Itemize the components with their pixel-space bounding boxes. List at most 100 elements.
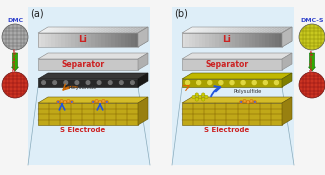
Polygon shape (239, 27, 252, 33)
Polygon shape (212, 33, 215, 47)
Polygon shape (68, 33, 71, 47)
Polygon shape (229, 27, 242, 33)
Polygon shape (38, 33, 41, 47)
Polygon shape (239, 33, 242, 47)
Polygon shape (245, 33, 249, 47)
Circle shape (250, 99, 253, 103)
Circle shape (219, 81, 223, 85)
Polygon shape (229, 33, 232, 47)
Polygon shape (189, 33, 192, 47)
Text: Li: Li (223, 36, 231, 44)
Polygon shape (78, 33, 81, 47)
Polygon shape (235, 33, 239, 47)
Polygon shape (98, 27, 111, 33)
Circle shape (243, 99, 246, 103)
Circle shape (57, 100, 60, 104)
Text: Separator: Separator (61, 60, 105, 69)
Polygon shape (199, 33, 202, 47)
Polygon shape (58, 27, 71, 33)
Polygon shape (202, 27, 215, 33)
Text: (b): (b) (174, 9, 188, 19)
Text: Separator: Separator (205, 60, 249, 69)
Circle shape (106, 101, 108, 103)
Polygon shape (225, 27, 239, 33)
Circle shape (102, 99, 105, 103)
Polygon shape (209, 27, 222, 33)
Polygon shape (95, 27, 108, 33)
Polygon shape (88, 27, 101, 33)
Polygon shape (105, 33, 108, 47)
Polygon shape (219, 27, 232, 33)
Circle shape (92, 101, 94, 103)
Polygon shape (262, 27, 275, 33)
Polygon shape (182, 33, 185, 47)
Polygon shape (88, 33, 91, 47)
Polygon shape (262, 33, 265, 47)
Circle shape (230, 81, 234, 85)
Circle shape (98, 100, 102, 104)
Polygon shape (222, 33, 225, 47)
Polygon shape (125, 33, 128, 47)
Polygon shape (205, 27, 219, 33)
Polygon shape (249, 27, 262, 33)
Circle shape (299, 24, 325, 50)
Circle shape (274, 81, 279, 85)
Polygon shape (115, 27, 128, 33)
Polygon shape (58, 33, 61, 47)
Circle shape (131, 81, 134, 84)
Polygon shape (189, 27, 202, 33)
Polygon shape (252, 33, 255, 47)
Polygon shape (182, 73, 292, 79)
Polygon shape (182, 103, 282, 125)
Polygon shape (121, 33, 125, 47)
Polygon shape (65, 33, 68, 47)
Polygon shape (279, 33, 282, 47)
Polygon shape (279, 27, 292, 33)
Polygon shape (48, 33, 51, 47)
Polygon shape (55, 27, 68, 33)
Polygon shape (125, 27, 138, 33)
Text: Li: Li (79, 36, 87, 44)
Polygon shape (252, 27, 265, 33)
Circle shape (58, 101, 59, 103)
Polygon shape (41, 27, 55, 33)
Polygon shape (131, 27, 145, 33)
Circle shape (2, 24, 28, 50)
Circle shape (240, 100, 243, 104)
Polygon shape (45, 27, 58, 33)
Circle shape (253, 100, 256, 104)
Text: S Electrode: S Electrode (60, 127, 106, 133)
Polygon shape (61, 33, 65, 47)
Text: Polysulfide: Polysulfide (69, 85, 97, 89)
Circle shape (63, 100, 67, 104)
Circle shape (67, 99, 70, 103)
Polygon shape (259, 27, 272, 33)
Polygon shape (138, 97, 148, 125)
Polygon shape (108, 27, 121, 33)
Polygon shape (45, 33, 48, 47)
Polygon shape (78, 27, 91, 33)
Polygon shape (118, 33, 121, 47)
Polygon shape (115, 33, 118, 47)
Polygon shape (242, 33, 245, 47)
Polygon shape (131, 33, 135, 47)
Polygon shape (195, 33, 199, 47)
Polygon shape (202, 33, 205, 47)
Circle shape (198, 95, 202, 99)
Circle shape (95, 99, 98, 103)
Polygon shape (85, 27, 98, 33)
Polygon shape (282, 53, 292, 70)
Polygon shape (128, 33, 131, 47)
Polygon shape (182, 59, 282, 70)
Circle shape (71, 101, 72, 103)
Text: DMC-S: DMC-S (300, 18, 324, 23)
Polygon shape (195, 27, 209, 33)
Polygon shape (138, 53, 148, 70)
Polygon shape (128, 27, 141, 33)
Polygon shape (232, 27, 245, 33)
Polygon shape (135, 33, 138, 47)
Text: Discharge: Discharge (13, 48, 17, 72)
Polygon shape (68, 27, 81, 33)
Polygon shape (192, 33, 195, 47)
Polygon shape (215, 33, 219, 47)
